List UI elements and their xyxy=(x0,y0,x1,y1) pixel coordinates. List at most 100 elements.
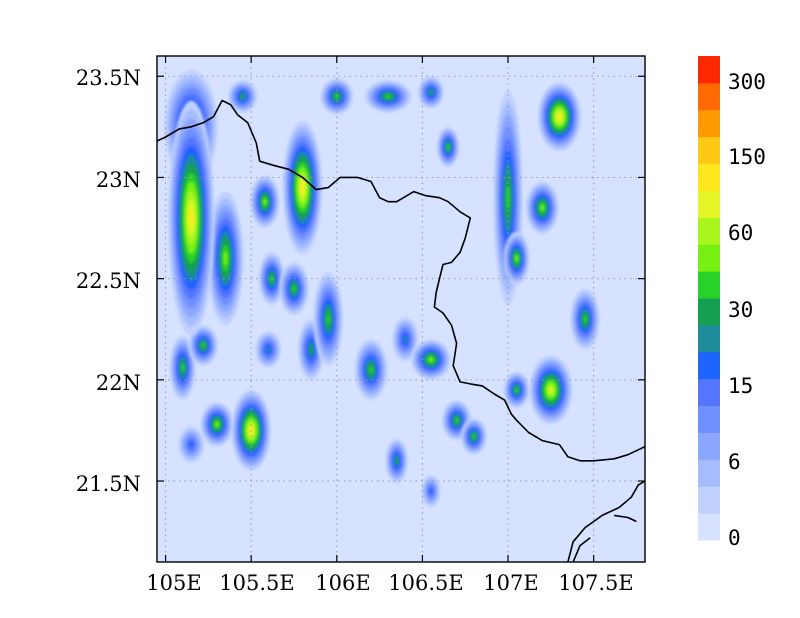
rain-cell xyxy=(460,418,487,455)
rain-cell xyxy=(169,335,196,401)
rain-cell xyxy=(537,82,581,152)
y-tick-label: 23N xyxy=(96,168,141,192)
rain-contour xyxy=(292,285,296,292)
border-line xyxy=(567,480,645,562)
colorbar-swatch xyxy=(698,56,720,84)
rain-cell xyxy=(529,355,573,425)
colorbar-swatch xyxy=(698,271,720,299)
colorbar-swatch xyxy=(698,432,720,460)
rain-contour xyxy=(583,315,587,323)
colorbar-label: 150 xyxy=(728,145,766,169)
colorbar-swatch xyxy=(698,459,720,487)
rain-cell xyxy=(313,272,343,366)
colorbar-label: 60 xyxy=(728,221,753,245)
rain-contour xyxy=(215,422,219,427)
country-borders xyxy=(157,99,645,562)
rain-contour xyxy=(429,488,433,494)
axis-ticks xyxy=(157,56,645,562)
rain-cell xyxy=(385,438,408,483)
rain-contour xyxy=(395,458,399,464)
colorbar-swatch xyxy=(698,109,720,138)
rain-cell xyxy=(411,339,451,380)
rain-contour xyxy=(181,364,185,372)
y-tick-label: 21.5N xyxy=(76,472,141,496)
rain-cell xyxy=(442,400,472,441)
rain-cell xyxy=(354,339,388,401)
colorbar-swatch xyxy=(698,378,720,407)
colorbar-swatch xyxy=(698,513,720,541)
colorbar-label: 30 xyxy=(728,298,753,322)
rain-contour xyxy=(263,199,267,205)
colorbar-label: 6 xyxy=(728,450,741,474)
rain-contour xyxy=(301,182,305,193)
rain-cell xyxy=(250,175,280,228)
map-plot-area xyxy=(156,55,646,563)
rain-cell xyxy=(231,390,271,471)
rain-cell xyxy=(525,181,559,235)
rain-cell xyxy=(168,100,215,336)
rain-cell xyxy=(503,371,530,409)
colorbar-swatch xyxy=(698,163,720,191)
rain-cell xyxy=(392,317,419,362)
colorbar-swatch xyxy=(698,136,720,165)
rain-contour xyxy=(428,357,433,362)
colorbar-swatch xyxy=(698,324,720,353)
x-tick-label: 105.5E xyxy=(219,571,294,595)
rain-contour xyxy=(455,418,459,423)
y-tick-label: 22N xyxy=(96,371,141,395)
rain-contour xyxy=(201,343,205,348)
rain-contour xyxy=(334,94,339,99)
rain-contour xyxy=(266,346,271,353)
rain-contour xyxy=(270,275,274,282)
rain-contour xyxy=(506,185,510,210)
colorbar-swatch xyxy=(698,217,720,245)
x-axis: 105E 105.5E 106E 106.5E 107E 107.5E xyxy=(146,571,633,595)
rain-cell xyxy=(570,288,600,350)
rain-contour xyxy=(429,90,433,95)
rain-contour xyxy=(385,94,391,99)
rain-cell xyxy=(282,120,323,255)
colorbar-swatch xyxy=(698,190,720,218)
rain-cell xyxy=(207,191,244,326)
x-tick-label: 107E xyxy=(483,571,538,595)
map-frame xyxy=(156,55,646,563)
rain-cell xyxy=(503,232,530,285)
x-tick-label: 106E xyxy=(315,571,370,595)
rain-cell xyxy=(418,76,444,109)
rain-contour xyxy=(189,208,194,227)
rain-cell xyxy=(255,331,282,368)
colorbar-swatch xyxy=(698,244,720,272)
rain-contour xyxy=(309,345,313,354)
colorbar-swatch xyxy=(698,405,720,433)
rain-contour xyxy=(472,434,476,439)
colorbar-swatch xyxy=(698,298,720,326)
border-line xyxy=(572,537,591,562)
rain-contour xyxy=(557,114,562,120)
rain-cell xyxy=(436,126,460,168)
rain-contour xyxy=(515,387,519,392)
rain-cell xyxy=(279,262,309,316)
colorbar-label: 300 xyxy=(728,70,766,94)
rain-contour xyxy=(515,255,519,262)
colorbar-swatch xyxy=(698,82,720,111)
colorbar-swatch xyxy=(698,351,720,380)
x-tick-label: 105E xyxy=(146,571,201,595)
y-tick-label: 22.5N xyxy=(76,269,141,293)
rain-cell xyxy=(178,426,205,463)
border-line xyxy=(157,99,645,462)
rain-cell xyxy=(228,80,258,113)
x-tick-label: 107.5E xyxy=(558,571,633,595)
colorbar-labels: 300 150 60 30 15 6 0 xyxy=(728,70,766,550)
colorbar xyxy=(698,56,720,541)
rain-cell xyxy=(365,80,412,113)
rain-contour xyxy=(223,251,228,266)
rain-contour xyxy=(240,94,245,99)
rain-cell xyxy=(258,252,285,305)
x-tick-label: 106.5E xyxy=(388,571,463,595)
rain-contour xyxy=(540,205,544,211)
map-gridlines xyxy=(157,56,645,562)
precipitation-shading xyxy=(164,70,600,508)
y-tick-label: 23.5N xyxy=(76,66,141,90)
colorbar-swatch xyxy=(698,486,720,514)
